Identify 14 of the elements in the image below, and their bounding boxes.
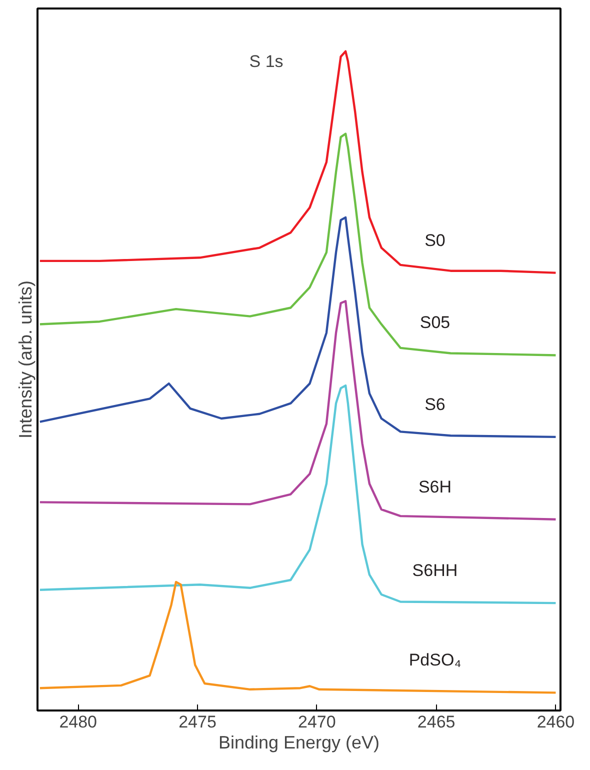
annotation: S 1s	[249, 52, 284, 72]
x-tick-label: 2470	[298, 712, 336, 732]
series-label: S05	[420, 313, 450, 332]
x-tick-label: 2465	[417, 712, 456, 732]
series-label: PdSO₄	[408, 650, 462, 670]
x-tick-label: 2480	[59, 712, 98, 732]
series-label: S6	[424, 394, 446, 414]
x-tick-label: 2460	[536, 712, 575, 732]
x-axis-title: Binding Energy (eV)	[218, 732, 380, 752]
series-label: S0	[424, 230, 446, 250]
x-tick-label: 2475	[178, 712, 216, 732]
y-axis-title: Intensity (arb. units)	[16, 280, 36, 439]
series-label: S6HH	[412, 560, 458, 580]
series-label: S6H	[418, 477, 452, 496]
